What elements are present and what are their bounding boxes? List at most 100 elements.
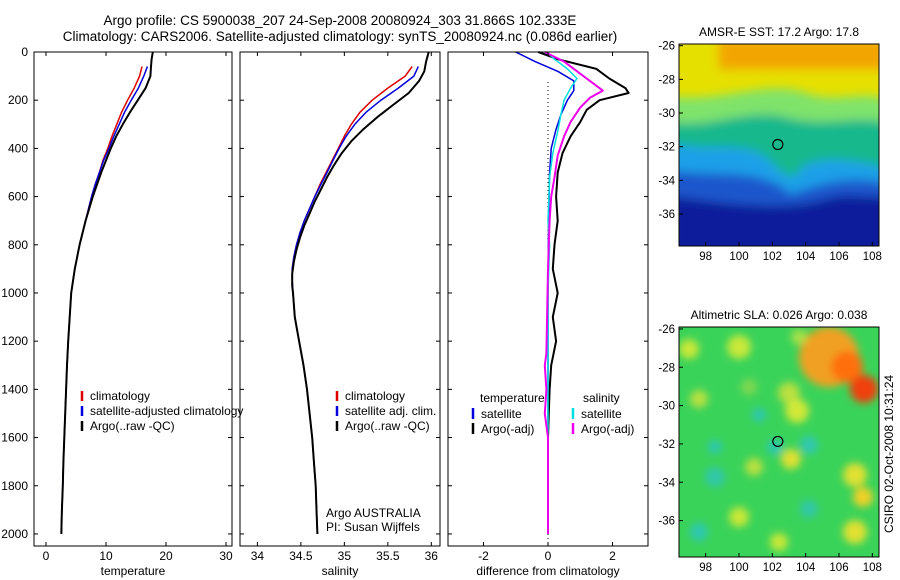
sla-blob xyxy=(800,500,818,518)
y-tick-label: 600 xyxy=(8,190,28,204)
y-tick-label: 1000 xyxy=(1,286,28,300)
y-tick-label: -28 xyxy=(658,74,675,86)
sla-blob xyxy=(770,533,788,551)
sla-blob xyxy=(727,335,751,359)
series-line-1 xyxy=(60,66,143,535)
argo-location-marker xyxy=(772,138,784,151)
legend-label: climatology xyxy=(345,389,405,403)
legend-header: temperature xyxy=(480,391,545,405)
x-axis-label: difference from climatology xyxy=(476,564,619,578)
sla-blob xyxy=(708,440,722,454)
y-tick-label: -32 xyxy=(658,142,675,154)
map-frame xyxy=(678,326,880,558)
sla-blob xyxy=(679,339,699,359)
sla-blob xyxy=(705,467,725,487)
x-tick-label: -2 xyxy=(478,549,489,563)
annotation-text: PI: Susan Wijffels xyxy=(326,520,420,534)
x-tick-label: 30 xyxy=(219,549,233,563)
y-tick-label: -28 xyxy=(658,362,675,374)
y-tick-label: 1400 xyxy=(1,382,28,396)
legend-label: Argo(-adj) xyxy=(581,422,634,436)
y-tick-label: -34 xyxy=(658,477,675,489)
x-axis-label: salinity xyxy=(322,564,359,578)
sla-blob xyxy=(767,439,783,455)
sst-band-hot xyxy=(719,44,879,69)
series-line-2 xyxy=(60,66,149,535)
y-tick-label: 1200 xyxy=(1,334,28,348)
x-tick-label: 104 xyxy=(796,562,816,574)
y-tick-label: -34 xyxy=(658,175,675,187)
sla-blob xyxy=(831,351,863,383)
x-tick-label: 2 xyxy=(609,549,616,563)
y-tick-label: 200 xyxy=(8,93,28,107)
series-line-3 xyxy=(545,51,578,534)
plot-frame xyxy=(33,51,233,547)
x-tick-label: 106 xyxy=(829,562,848,574)
x-tick-label: 100 xyxy=(729,251,748,263)
x-tick-label: 36 xyxy=(425,549,439,563)
y-tick-label: -26 xyxy=(658,324,675,336)
sla-blobs xyxy=(679,327,878,551)
x-tick-label: 98 xyxy=(699,562,712,574)
profile-panel-2: 34 34.5 35 35.5 36 salinity climatologysatelli… xyxy=(239,51,441,578)
sla-blob xyxy=(745,458,763,476)
y-tick-label: 800 xyxy=(8,238,28,252)
y-tick-label: 0 xyxy=(21,45,28,59)
sla-blob xyxy=(850,375,878,403)
sla-blob xyxy=(781,449,801,469)
sla-map-panel: 98 100 102 104 106 108 -26 -28 -30 -32 -34 -36 Altim… xyxy=(658,308,882,574)
series-line-2 xyxy=(537,51,630,534)
x-tick-label: 100 xyxy=(729,562,748,574)
side-timestamp-label: CSIRO 02-Oct-2008 10:31:24 xyxy=(882,375,896,533)
series-line-1 xyxy=(291,66,413,535)
x-tick-label: 35 xyxy=(338,549,352,563)
sla-blob xyxy=(843,520,867,544)
x-tick-label: 0 xyxy=(545,549,552,563)
sla-blob xyxy=(853,487,873,507)
legend-label: Argo(..raw -QC) xyxy=(345,419,430,433)
x-tick-label: 34.5 xyxy=(289,549,313,563)
y-tick-label: -32 xyxy=(658,439,675,451)
series-line-3 xyxy=(291,51,430,535)
y-tick-label: -36 xyxy=(658,516,675,528)
x-tick-label: 34 xyxy=(251,549,265,563)
legend-label: satellite xyxy=(581,407,622,421)
y-tick-label: 2000 xyxy=(1,527,28,541)
map-frame xyxy=(678,43,880,247)
plot-frame xyxy=(239,51,441,547)
legend-label: satellite adj. clim. xyxy=(345,404,436,418)
sst-bands xyxy=(679,44,879,246)
figure-title-line2: Climatology: CARS2006. Satellite-adjuste… xyxy=(62,29,618,44)
x-tick-label: 108 xyxy=(863,251,882,263)
x-tick-label: 10 xyxy=(99,549,113,563)
x-tick-label: 0 xyxy=(43,549,50,563)
map-title: AMSR-E SST: 17.2 Argo: 17.8 xyxy=(699,25,859,39)
y-tick-label: -30 xyxy=(658,401,675,413)
map-title: Altimetric SLA: 0.026 Argo: 0.038 xyxy=(691,308,868,322)
figure-title-line1: Argo profile: CS 5900038_207 24-Sep-2008… xyxy=(103,13,577,28)
sla-blob xyxy=(800,436,818,454)
sla-blob xyxy=(843,463,867,487)
x-tick-label: 20 xyxy=(159,549,173,563)
sla-blob xyxy=(729,507,749,527)
y-tick-label: 400 xyxy=(8,141,28,155)
sla-color-field xyxy=(679,327,879,557)
sla-blob xyxy=(752,408,766,422)
series-line-1 xyxy=(515,51,575,534)
x-tick-label: 108 xyxy=(863,562,882,574)
legend-label: satellite xyxy=(481,407,522,421)
profile-panel-1: 0 200 400 600 800 1000 1200 1400 1600 1800 2000 0 10… xyxy=(1,45,243,578)
series-line-3 xyxy=(60,51,154,535)
x-tick-label: 102 xyxy=(763,251,782,263)
legend-header: salinity xyxy=(583,391,620,405)
legend-label: Argo(-adj) xyxy=(481,422,534,436)
x-tick-label: 35.5 xyxy=(376,549,400,563)
sst-color-field xyxy=(679,44,879,246)
x-tick-label: 102 xyxy=(763,562,782,574)
y-tick-label: 1600 xyxy=(1,431,28,445)
sla-blob xyxy=(791,329,807,345)
sla-blob xyxy=(690,390,708,408)
legend-label: Argo(..raw -QC) xyxy=(90,419,175,433)
